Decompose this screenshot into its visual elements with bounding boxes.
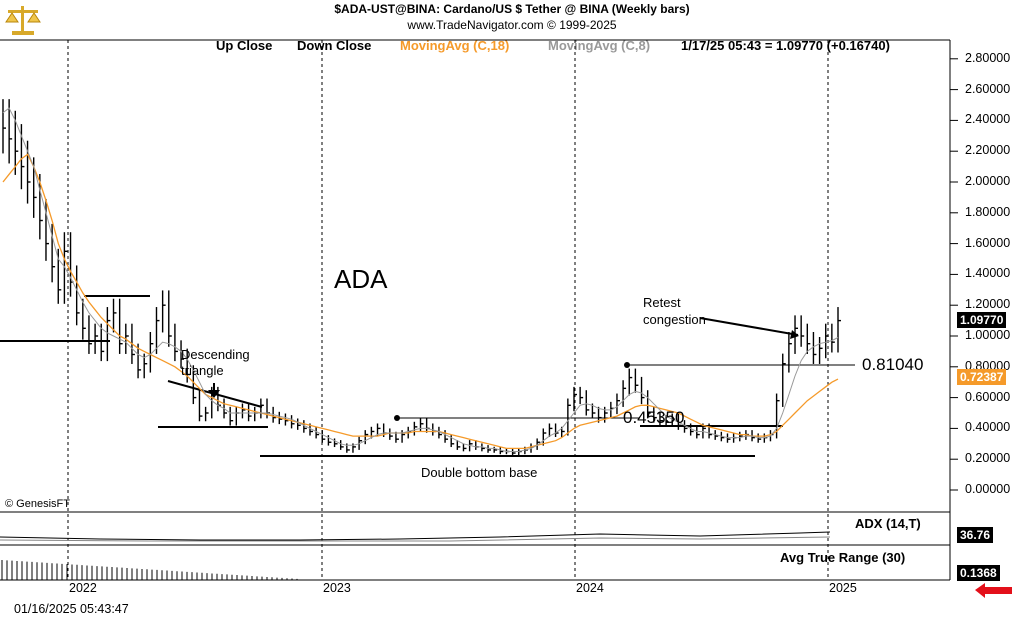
chart-title: $ADA-UST@BINA: Cardano/US $ Tether @ BIN… — [334, 2, 690, 16]
y-tick-label: 0.40000 — [965, 420, 1011, 435]
x-tick-label: 2023 — [323, 581, 351, 595]
y-tick-label: 1.00000 — [965, 328, 1011, 342]
y-tick-label: 2.40000 — [965, 112, 1011, 127]
y-tick-label: 2.20000 — [965, 143, 1011, 158]
y-tick-label: 1.80000 — [965, 204, 1011, 219]
atr-histogram — [1, 560, 298, 580]
y-tick-label: 1.40000 — [965, 266, 1011, 281]
legend-ma8: MovingAvg (C,8) — [548, 38, 651, 53]
adx-line-2 — [0, 536, 831, 542]
ma18-series-line — [2, 153, 839, 450]
y-tick-label: 2.60000 — [965, 81, 1011, 96]
legend-last-value: 1/17/25 05:43 = 1.09770 (+0.16740) — [681, 38, 890, 53]
copyright-label: © GenesisFT — [5, 498, 70, 510]
descending-triangle-label: Descending triangle — [181, 347, 250, 378]
adx-line — [0, 531, 831, 541]
y-tick-label: 0.00000 — [965, 482, 1011, 496]
level-high-label: 0.81040 — [862, 355, 924, 374]
legend-ma18: MovingAvg (C,18) — [400, 38, 510, 53]
ma-price-tag: 0.72387 — [957, 369, 1007, 385]
scales-logo-icon — [5, 6, 41, 35]
ticker-label: ADA — [334, 264, 388, 294]
ma8-series-line — [2, 107, 839, 452]
price-bars — [2, 99, 841, 456]
y-tick-label: 2.80000 — [965, 50, 1011, 65]
y-tick-label: 0.60000 — [965, 389, 1011, 404]
x-tick-label: 2025 — [829, 581, 857, 595]
scroll-arrow-icon — [975, 583, 1012, 598]
chart-subtitle: www.TradeNavigator.com © 1999-2025 — [407, 18, 617, 32]
x-tick-label: 2022 — [69, 581, 97, 595]
level-low-label: 0.45350 — [623, 408, 685, 427]
atr-label: Avg True Range (30) — [780, 550, 906, 565]
y-tick-label: 1.60000 — [965, 235, 1011, 250]
double-bottom-label: Double bottom base — [421, 465, 538, 480]
y-tick-label: 0.20000 — [965, 451, 1011, 466]
timestamp-label: 01/16/2025 05:43:47 — [14, 602, 129, 616]
legend-down-close: Down Close — [297, 38, 372, 53]
adx-label: ADX (14,T) — [855, 516, 921, 531]
atr-value-tag: 0.1368 — [957, 565, 1000, 581]
legend-up-close: Up Close — [216, 38, 273, 53]
y-tick-label: 2.00000 — [965, 174, 1011, 188]
annotation-lines — [0, 295, 799, 457]
x-tick-label: 2024 — [576, 581, 604, 595]
adx-value-tag: 36.76 — [957, 527, 994, 543]
y-tick-label: 1.20000 — [965, 297, 1011, 312]
retest-congestion-label: Retest congestion — [643, 295, 706, 327]
last-price-tag: 1.09770 — [957, 312, 1007, 328]
